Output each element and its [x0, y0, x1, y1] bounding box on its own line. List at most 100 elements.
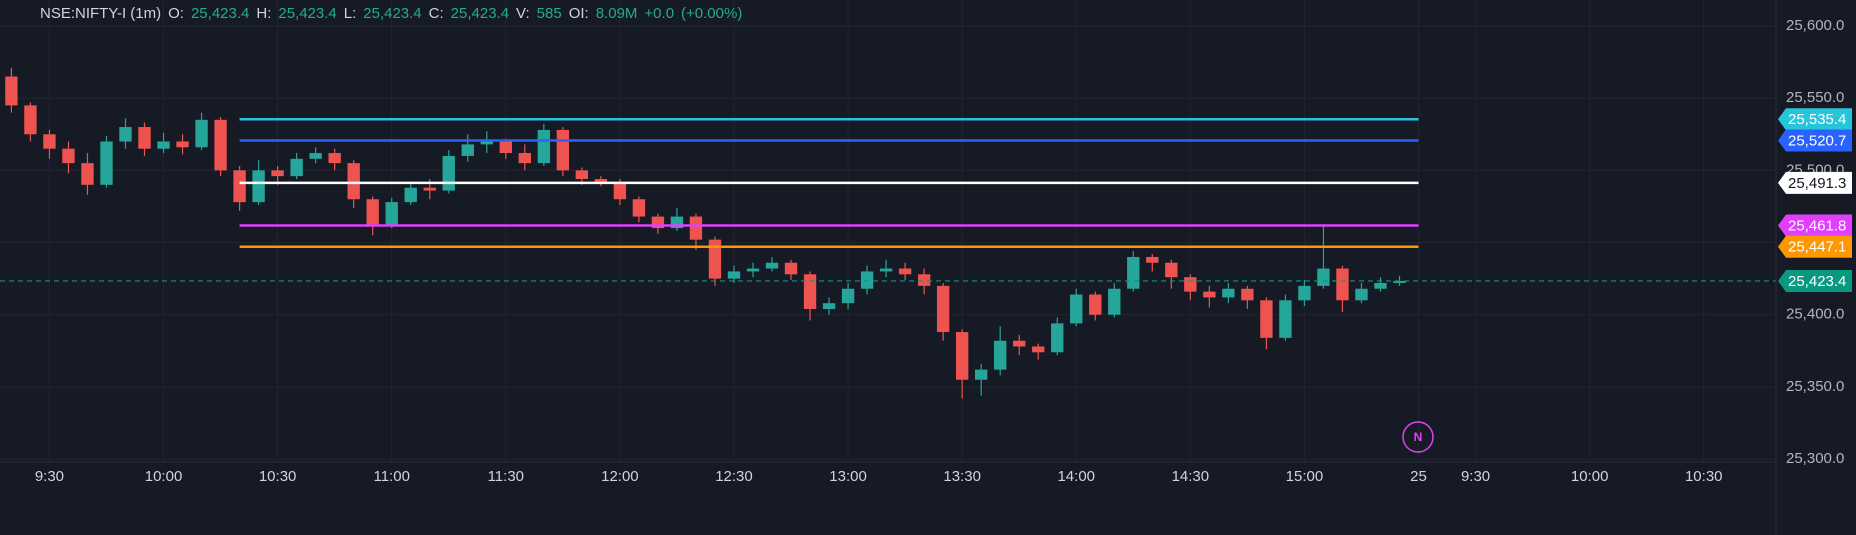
candle-body [43, 134, 56, 149]
candle-body [1108, 288, 1121, 315]
candle-body [347, 163, 360, 200]
candle-body [1203, 291, 1216, 298]
candle-body [81, 163, 94, 185]
candle-body [765, 262, 779, 269]
candle-body [138, 127, 151, 149]
candle-body [727, 271, 741, 279]
price-badge-label: 25,491.3 [1788, 175, 1846, 192]
candle-body [1241, 288, 1254, 301]
candle-body [1222, 288, 1235, 298]
candle-body [271, 170, 284, 177]
price-badge [1778, 129, 1852, 152]
x-tick-label: 9:30 [1461, 468, 1490, 485]
candle-body [24, 105, 37, 135]
candle-body [822, 303, 836, 309]
candle-body [461, 144, 474, 156]
candle-body [518, 153, 531, 164]
candle-body [119, 127, 132, 142]
header-item: V: [516, 5, 530, 22]
price-badge-label: 25,520.7 [1788, 132, 1846, 149]
price-badge [1778, 214, 1852, 237]
header-item: O: [168, 5, 184, 22]
event-marker-label[interactable]: N [1414, 430, 1423, 444]
header-item: 585 [536, 5, 562, 22]
candle-body [442, 155, 455, 191]
candle-body [385, 202, 398, 226]
y-tick-label: 25,350.0 [1786, 378, 1844, 395]
candle-body [955, 332, 969, 380]
candle-body [157, 141, 170, 149]
y-tick-label: 25,300.0 [1786, 450, 1844, 467]
header-item: L: [343, 5, 357, 22]
candle-body [480, 141, 493, 145]
candle-body [994, 340, 1007, 370]
legend-header: NSE:NIFTY-I (1m) O: 25,423.4 H: 25,423.4 L: 25… [40, 5, 742, 22]
candle-body [1013, 340, 1026, 347]
candle-body [860, 271, 874, 289]
candle-body [1374, 282, 1387, 289]
header-item: C: [428, 5, 444, 22]
x-tick-label: 10:30 [259, 468, 297, 485]
y-tick-label: 25,400.0 [1786, 306, 1844, 323]
candle-body [423, 187, 436, 191]
candle-body [62, 148, 75, 164]
x-tick-label: 13:00 [829, 468, 867, 485]
candle-body [613, 181, 627, 200]
price-badge-label: 25,461.8 [1788, 217, 1846, 234]
candle-body [100, 141, 113, 185]
candle-body [1089, 294, 1102, 315]
candle-body [1260, 300, 1273, 338]
x-tick-label: 11:00 [373, 468, 409, 485]
y-tick-label: 25,550.0 [1786, 89, 1844, 106]
last-price-badge [1778, 269, 1852, 292]
candle-body [195, 119, 208, 148]
x-tick-label: 13:30 [943, 468, 981, 485]
x-tick-label: 14:00 [1057, 468, 1095, 485]
candle-body [670, 216, 684, 229]
candle-body [708, 239, 722, 279]
candle-body [1279, 300, 1292, 338]
candle-body [1355, 288, 1368, 301]
candle-body [366, 199, 379, 226]
header-item: 25,423.4 [190, 5, 250, 22]
x-tick-label: 12:30 [715, 468, 753, 485]
candle-body [917, 274, 931, 286]
header-item: 8.09M [595, 5, 638, 22]
candle-body [214, 119, 227, 171]
header-item: 25,423.4 [278, 5, 337, 22]
x-tick-label: 10:30 [1685, 468, 1723, 485]
candle-body [252, 170, 265, 203]
candle-body [898, 268, 912, 275]
price-badge [1778, 171, 1852, 194]
candle-body [309, 153, 322, 159]
candle-body [556, 129, 570, 171]
header-item: NSE:NIFTY-I (1m) [40, 5, 162, 22]
candle-body [5, 76, 18, 106]
candle-body [290, 158, 303, 177]
candle-body [575, 170, 589, 180]
candle-body [594, 179, 608, 182]
x-tick-label: 25 [1410, 468, 1427, 485]
x-tick-label: 12:00 [601, 468, 639, 485]
candle-body [328, 153, 341, 164]
event-marker[interactable] [1402, 421, 1434, 453]
candle-body [1127, 256, 1140, 289]
candle-body [1184, 277, 1197, 292]
candle-body [632, 199, 646, 217]
header-item: (+0.00%) [681, 5, 743, 22]
header-item: H: [256, 5, 272, 22]
header-item: +0.0 [644, 5, 675, 22]
candle-body [651, 216, 665, 229]
candle-body [1032, 346, 1045, 353]
candle-body [1336, 268, 1349, 301]
candle-body [1165, 262, 1178, 278]
candle-body [404, 187, 417, 203]
x-tick-label: 14:30 [1172, 468, 1210, 485]
price-badge-label: 25,447.1 [1788, 239, 1846, 256]
x-tick-label: 15:00 [1286, 468, 1324, 485]
candle-body [1070, 294, 1083, 324]
candle-body [879, 268, 893, 272]
